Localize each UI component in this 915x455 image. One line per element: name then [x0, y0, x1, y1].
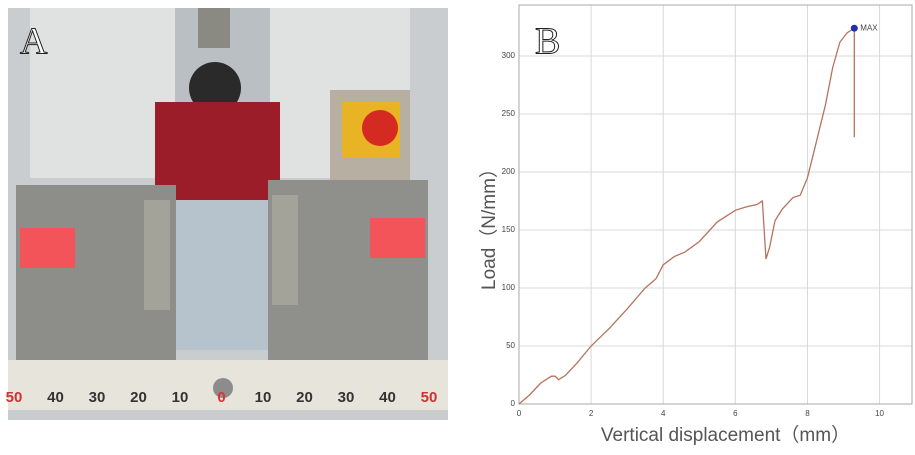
pin — [189, 62, 241, 114]
spring-left — [144, 200, 170, 310]
max-marker — [850, 24, 858, 32]
y-tick-label: 200 — [502, 167, 516, 176]
x-tick-label: 4 — [661, 409, 666, 418]
ruler-label: 30 — [338, 389, 355, 406]
ruler-label: 10 — [172, 389, 189, 406]
data-line — [518, 27, 855, 405]
stop-button — [362, 110, 398, 146]
plot-frame — [518, 4, 913, 405]
ruler-label: 40 — [379, 389, 396, 406]
marker-left — [20, 228, 75, 268]
x-tick-label: 2 — [589, 409, 594, 418]
y-tick-label: 50 — [506, 341, 515, 350]
ruler-label: 10 — [255, 389, 272, 406]
ruler-label: 30 — [89, 389, 106, 406]
tissue — [155, 102, 280, 200]
max-label: MAX — [860, 23, 878, 32]
x-tick-label: 10 — [875, 409, 884, 418]
spring-top — [198, 8, 230, 48]
ruler-label: 20 — [130, 389, 147, 406]
ruler-label: 40 — [47, 389, 64, 406]
ruler-screw — [213, 378, 233, 398]
gap — [176, 200, 268, 350]
x-tick-label: 8 — [805, 409, 810, 418]
y-tick-label: 300 — [502, 51, 516, 60]
x-tick-label: 0 — [517, 409, 522, 418]
marker-right — [370, 218, 425, 258]
y-axis-label: Load（N/mm） — [478, 159, 500, 290]
ruler-label: 50 — [421, 389, 438, 406]
ruler-label: 20 — [296, 389, 313, 406]
panel-label: A — [20, 21, 48, 63]
y-tick-label: 0 — [511, 399, 516, 408]
x-axis-label: Vertical displacement（mm） — [601, 424, 850, 446]
photo: A 50 40 30 20 10 0 10 20 30 40 50 — [6, 8, 448, 420]
y-tick-label: 100 — [502, 283, 516, 292]
spring-right — [272, 195, 298, 305]
x-tick-label: 6 — [733, 409, 738, 418]
ruler-label: 0 — [217, 389, 225, 406]
ruler-label: 50 — [6, 389, 23, 406]
y-tick-label: 150 — [502, 225, 516, 234]
y-tick-label: 250 — [502, 109, 516, 118]
